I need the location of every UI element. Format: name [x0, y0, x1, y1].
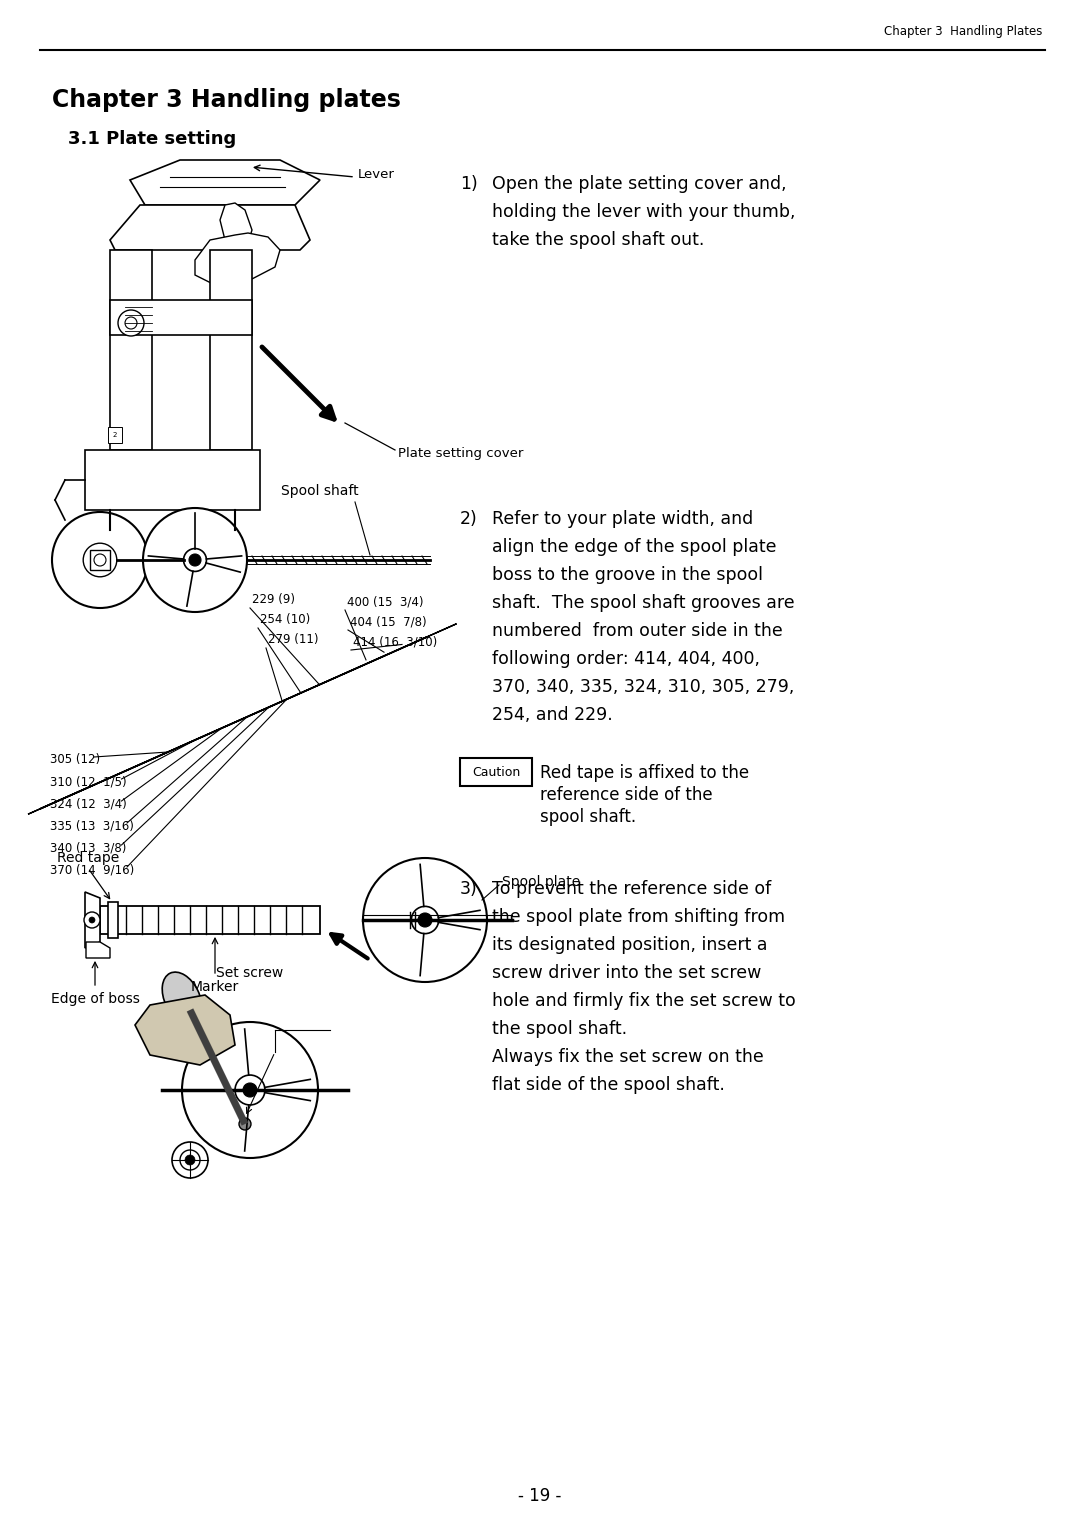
Text: Caution: Caution — [472, 766, 521, 778]
Bar — [210, 251, 252, 451]
Text: holding the lever with your thumb,: holding the lever with your thumb, — [492, 203, 796, 222]
Polygon shape — [86, 941, 110, 958]
Text: 370 (14  9/16): 370 (14 9/16) — [50, 863, 134, 877]
Circle shape — [52, 512, 148, 608]
Text: 414 (16  3/10): 414 (16 3/10) — [353, 636, 437, 648]
Text: Open the plate setting cover and,: Open the plate setting cover and, — [492, 176, 786, 193]
Text: Plate setting cover: Plate setting cover — [399, 446, 524, 460]
FancyBboxPatch shape — [460, 758, 532, 785]
Text: flat side of the spool shaft.: flat side of the spool shaft. — [492, 1076, 725, 1094]
Text: 324 (12  3/4): 324 (12 3/4) — [50, 798, 126, 810]
Text: To prevent the reference side of: To prevent the reference side of — [492, 880, 771, 898]
Circle shape — [183, 1022, 318, 1158]
Text: hole and firmly fix the set screw to: hole and firmly fix the set screw to — [492, 992, 796, 1010]
Text: Chapter 3 Handling plates: Chapter 3 Handling plates — [52, 89, 401, 112]
Text: 279 (11): 279 (11) — [268, 634, 319, 646]
Bar — [108, 426, 122, 443]
Circle shape — [235, 1076, 265, 1105]
Circle shape — [243, 1083, 257, 1097]
Text: 2): 2) — [460, 510, 477, 529]
Text: 400 (15  3/4): 400 (15 3/4) — [347, 596, 423, 608]
Circle shape — [83, 542, 117, 576]
Circle shape — [184, 549, 206, 571]
Text: take the spool shaft out.: take the spool shaft out. — [492, 231, 704, 249]
Text: the spool shaft.: the spool shaft. — [492, 1021, 627, 1038]
Text: align the edge of the spool plate: align the edge of the spool plate — [492, 538, 777, 556]
Polygon shape — [413, 623, 457, 643]
Text: 2: 2 — [112, 432, 118, 439]
Text: Refer to your plate width, and: Refer to your plate width, and — [492, 510, 753, 529]
Text: shaft.  The spool shaft grooves are: shaft. The spool shaft grooves are — [492, 594, 795, 613]
Text: 254, and 229.: 254, and 229. — [492, 706, 612, 724]
Circle shape — [125, 316, 137, 329]
Circle shape — [189, 555, 201, 565]
Bar — [110, 299, 252, 335]
Circle shape — [180, 1151, 200, 1170]
Bar — [100, 906, 320, 934]
Bar — [85, 451, 260, 510]
Text: numbered  from outer side in the: numbered from outer side in the — [492, 622, 783, 640]
Text: reference side of the: reference side of the — [540, 785, 713, 804]
Text: 310 (12  1/5): 310 (12 1/5) — [50, 776, 126, 788]
Circle shape — [89, 917, 95, 923]
Text: - 19 -: - 19 - — [518, 1487, 562, 1505]
Polygon shape — [28, 788, 86, 814]
Text: boss to the groove in the spool: boss to the groove in the spool — [492, 565, 762, 584]
Text: Always fix the set screw on the: Always fix the set screw on the — [492, 1048, 764, 1067]
Text: 305 (12): 305 (12) — [50, 753, 100, 767]
Text: following order: 414, 404, 400,: following order: 414, 404, 400, — [492, 649, 760, 668]
Text: 1): 1) — [460, 176, 477, 193]
Text: the spool plate from shifting from: the spool plate from shifting from — [492, 908, 785, 926]
Bar — [110, 251, 152, 451]
Text: Red tape is affixed to the: Red tape is affixed to the — [540, 764, 750, 782]
Text: Lever: Lever — [357, 168, 395, 182]
Circle shape — [143, 507, 247, 613]
Text: Red tape: Red tape — [57, 851, 119, 865]
Text: 340 (13  3/8): 340 (13 3/8) — [50, 842, 126, 854]
Ellipse shape — [162, 972, 202, 1024]
Text: Chapter 3  Handling Plates: Chapter 3 Handling Plates — [883, 24, 1042, 38]
Bar — [90, 550, 110, 570]
Circle shape — [172, 1141, 208, 1178]
Polygon shape — [135, 995, 235, 1065]
Text: spool shaft.: spool shaft. — [540, 808, 636, 827]
Text: 229 (9): 229 (9) — [252, 593, 295, 607]
Bar — [108, 902, 118, 938]
Text: 370, 340, 335, 324, 310, 305, 279,: 370, 340, 335, 324, 310, 305, 279, — [492, 678, 795, 695]
Text: 3.1 Plate setting: 3.1 Plate setting — [68, 130, 237, 148]
Text: 335 (13  3/16): 335 (13 3/16) — [50, 819, 134, 833]
Circle shape — [363, 859, 487, 983]
Circle shape — [118, 310, 144, 336]
Text: its designated position, insert a: its designated position, insert a — [492, 937, 768, 953]
Text: 404 (15  7/8): 404 (15 7/8) — [350, 616, 427, 628]
Polygon shape — [220, 203, 252, 248]
Circle shape — [418, 914, 432, 927]
Text: Spool shaft: Spool shaft — [281, 484, 359, 498]
Text: Marker: Marker — [191, 979, 239, 995]
Circle shape — [84, 912, 100, 927]
Circle shape — [94, 555, 106, 565]
Text: 254 (10): 254 (10) — [260, 614, 310, 626]
Text: Edge of boss: Edge of boss — [51, 992, 139, 1005]
Text: Spool plate: Spool plate — [502, 876, 580, 889]
Circle shape — [239, 1118, 251, 1131]
Text: screw driver into the set screw: screw driver into the set screw — [492, 964, 761, 983]
Polygon shape — [110, 205, 310, 251]
Polygon shape — [130, 160, 320, 205]
Text: 3): 3) — [460, 880, 477, 898]
Polygon shape — [40, 637, 428, 808]
Polygon shape — [85, 892, 100, 947]
Circle shape — [411, 906, 438, 934]
Circle shape — [185, 1155, 195, 1164]
Text: Set screw: Set screw — [216, 966, 284, 979]
Polygon shape — [195, 232, 280, 286]
